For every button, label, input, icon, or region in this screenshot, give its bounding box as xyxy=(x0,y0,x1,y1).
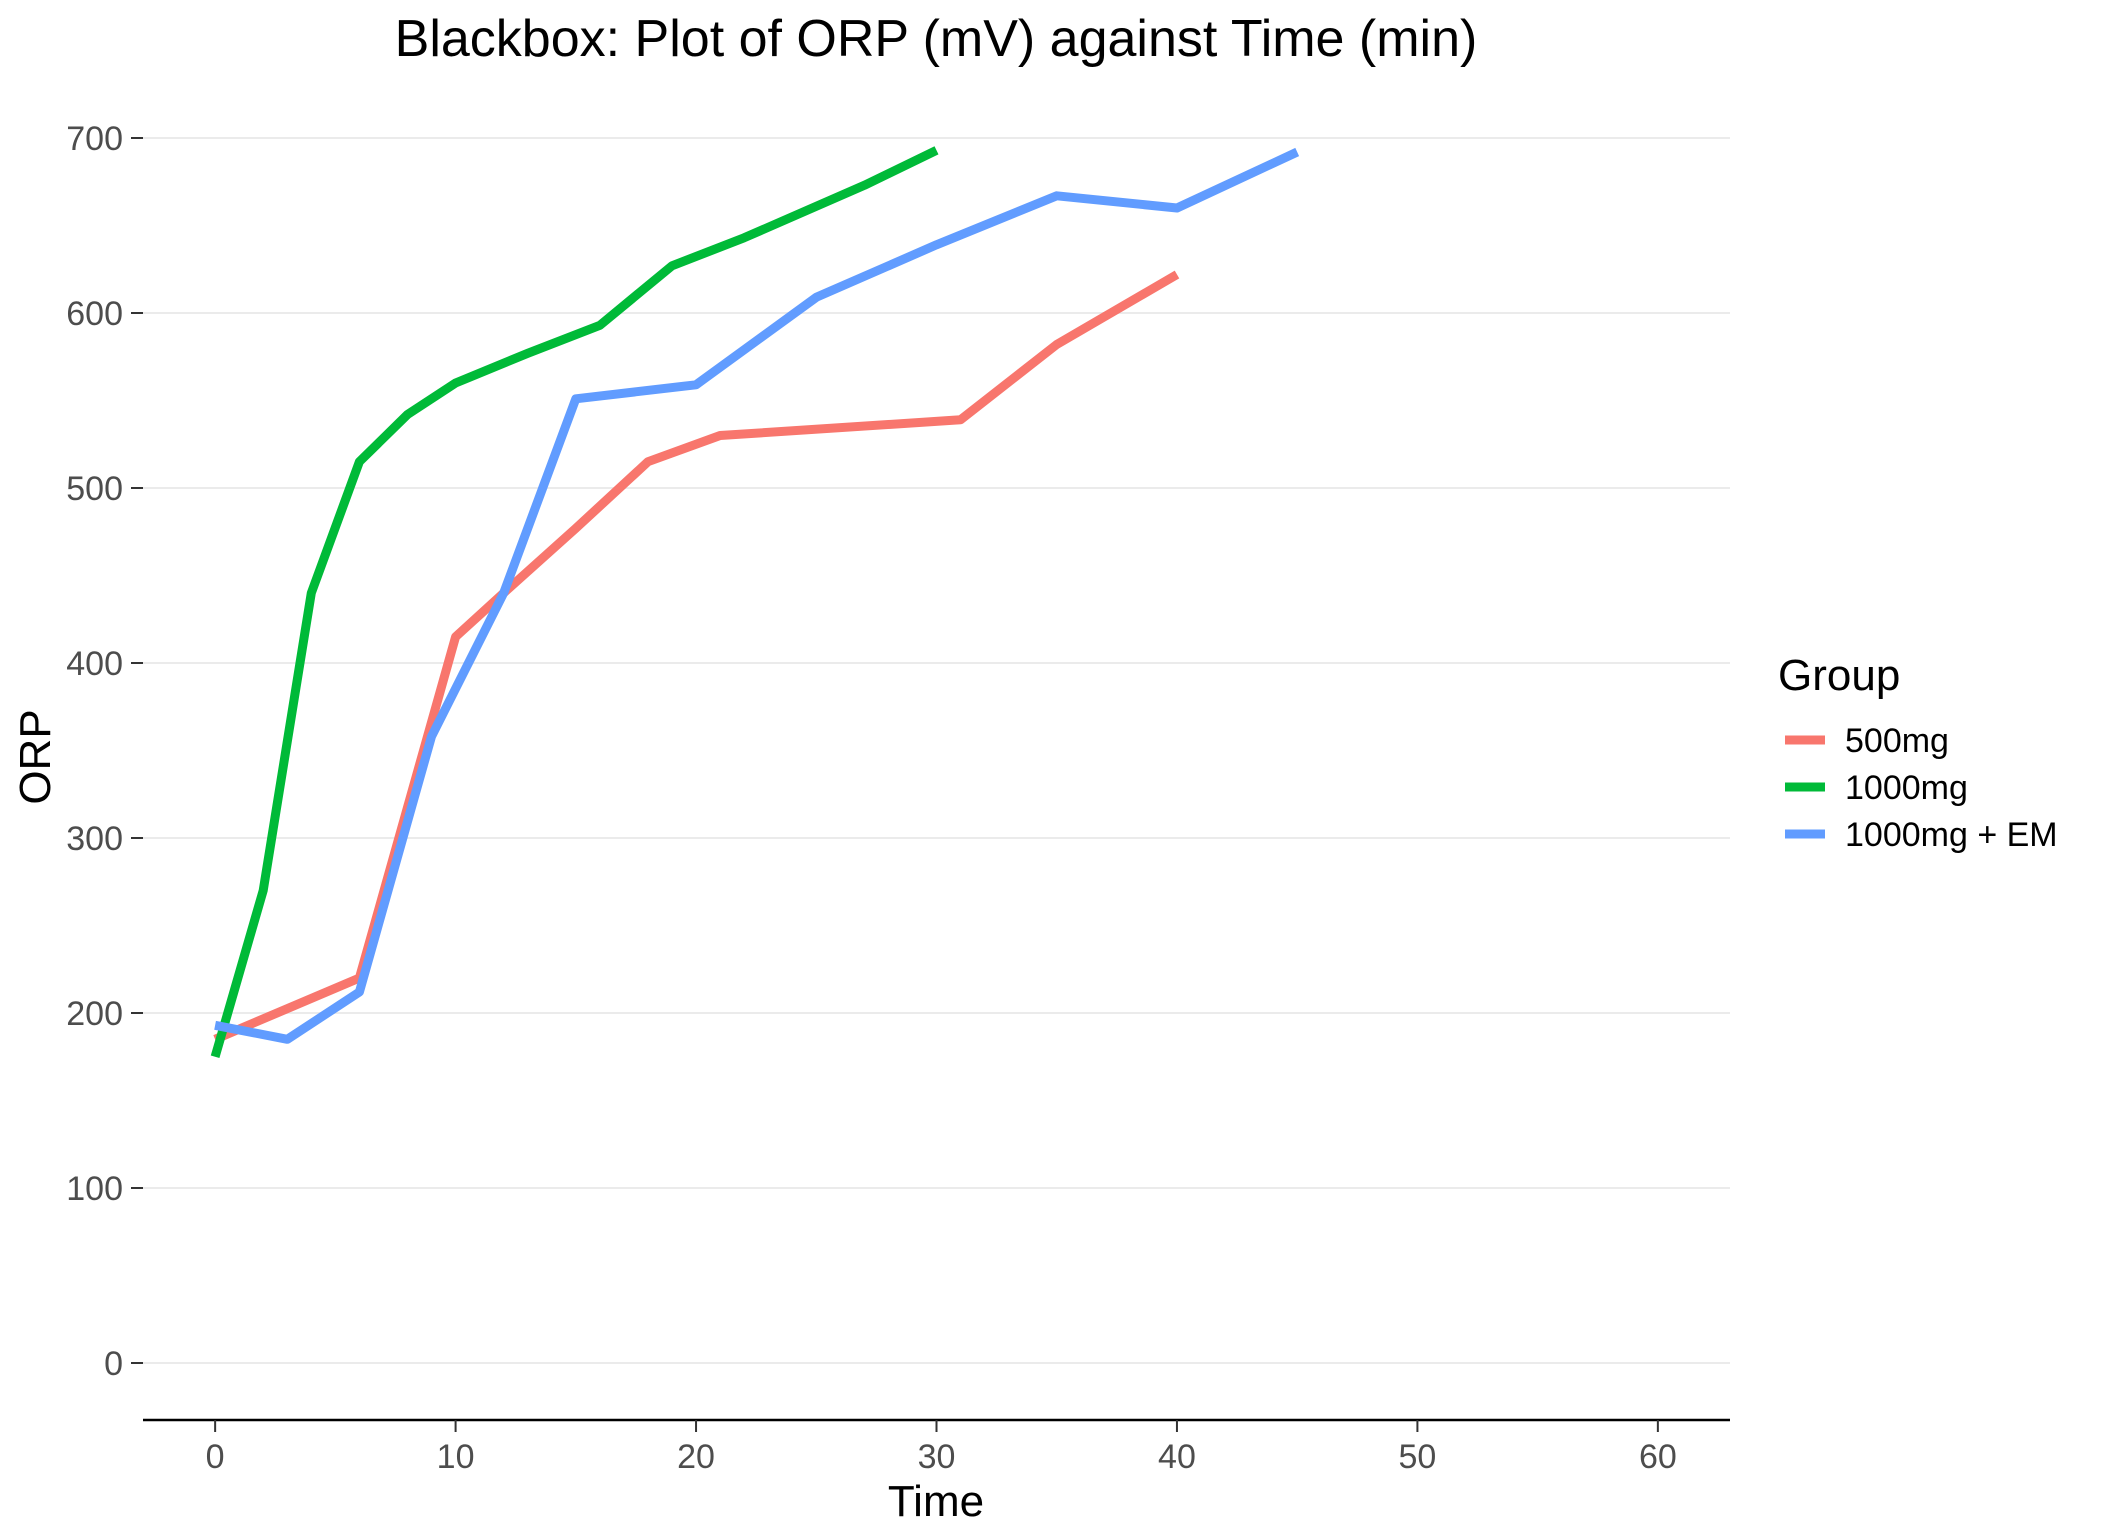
x-tick-label: 40 xyxy=(1158,1438,1196,1476)
y-axis: 0 100 200 300 400 500 600 700 xyxy=(66,120,143,1383)
legend: Group 500mg 1000mg 1000mg + EM xyxy=(1778,651,2058,854)
y-tick-label: 100 xyxy=(66,1170,123,1208)
y-tick-label: 200 xyxy=(66,995,123,1033)
y-tick-label: 500 xyxy=(66,470,123,508)
series-lines xyxy=(210,146,1300,1059)
x-axis: 0 10 20 30 40 50 60 xyxy=(143,1418,1730,1476)
legend-label-2: 1000mg xyxy=(1845,769,1968,807)
y-tick-label: 300 xyxy=(66,820,123,858)
x-tick-label: 60 xyxy=(1639,1438,1677,1476)
legend-label-3: 1000mg + EM xyxy=(1845,816,2058,854)
legend-label-1: 500mg xyxy=(1845,722,1949,760)
y-tick-label: 400 xyxy=(66,645,123,683)
series-line-2 xyxy=(210,146,939,1059)
y-tick-label: 700 xyxy=(66,120,123,158)
legend-title: Group xyxy=(1778,651,1900,700)
y-tick-label: 600 xyxy=(66,295,123,333)
y-tick-label: 0 xyxy=(104,1345,123,1383)
x-tick-label: 0 xyxy=(206,1438,225,1476)
series-line-3 xyxy=(214,147,1300,1044)
x-tick-label: 50 xyxy=(1398,1438,1436,1476)
y-axis-title: ORP xyxy=(11,709,60,804)
x-tick-label: 10 xyxy=(437,1438,475,1476)
chart-title: Blackbox: Plot of ORP (mV) against Time … xyxy=(395,10,1478,68)
x-tick-label: 20 xyxy=(677,1438,715,1476)
legend-items: 500mg 1000mg 1000mg + EM xyxy=(1785,722,2058,854)
x-tick-label: 30 xyxy=(918,1438,956,1476)
x-axis-title: Time xyxy=(888,1477,984,1526)
